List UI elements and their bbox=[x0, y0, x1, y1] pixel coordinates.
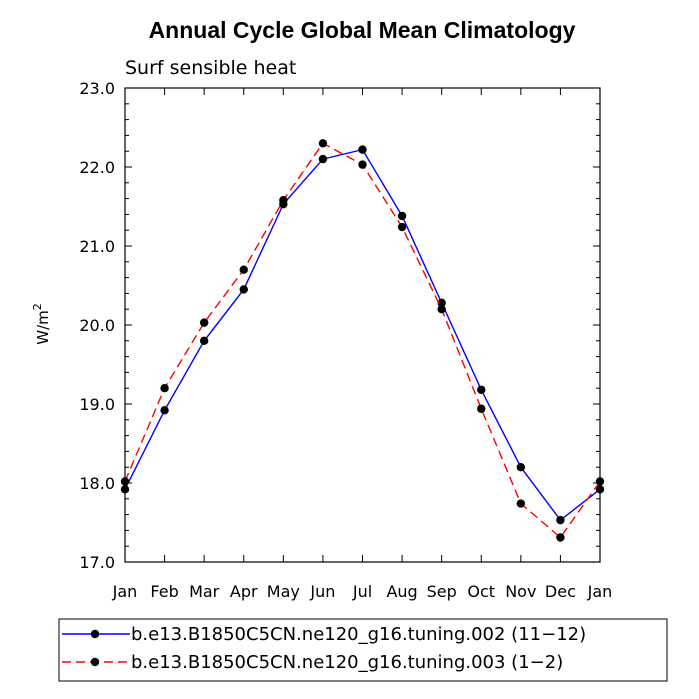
y-tick-label: 20.0 bbox=[79, 316, 115, 335]
data-point bbox=[477, 385, 486, 394]
x-tick-label: Feb bbox=[150, 582, 178, 601]
data-point bbox=[120, 485, 130, 494]
data-point bbox=[199, 336, 209, 345]
x-tick-label: Sep bbox=[427, 582, 457, 601]
data-point bbox=[120, 477, 130, 486]
chart-title: Annual Cycle Global Mean Climatology bbox=[149, 17, 576, 43]
x-tick-label: Apr bbox=[230, 582, 258, 601]
legend-box bbox=[58, 618, 668, 682]
legend-label-2: b.e13.B1850C5CN.ne120_g16.tuning.003 (1−… bbox=[131, 652, 563, 673]
data-point bbox=[516, 499, 526, 508]
x-tick-label: Mar bbox=[189, 582, 220, 601]
chart-subtitle: Surf sensible heat bbox=[125, 57, 296, 79]
legend-marker bbox=[90, 629, 100, 639]
y-tick-label: 21.0 bbox=[79, 237, 115, 256]
data-point bbox=[358, 145, 367, 154]
x-tick-label: Jun bbox=[309, 582, 335, 601]
data-point bbox=[397, 222, 407, 232]
axes: 17.0 18.0 19.0 20.0 21.0 22.0 23.0 Jan Feb Mar Apr… bbox=[79, 79, 612, 601]
data-point bbox=[239, 285, 248, 294]
y-axis-label-group: W/m2 bbox=[31, 303, 52, 345]
y-axis-label-text: W/m bbox=[34, 310, 52, 345]
x-tick-label: May bbox=[267, 582, 300, 601]
plot-area bbox=[120, 139, 605, 542]
x-tick-label: Oct bbox=[467, 582, 495, 601]
data-point bbox=[318, 139, 328, 148]
data-point bbox=[397, 211, 407, 221]
y-tick-label: 23.0 bbox=[79, 79, 115, 98]
x-tick-label: Dec bbox=[545, 582, 576, 601]
x-tick-label: Nov bbox=[505, 582, 536, 601]
data-point bbox=[595, 477, 605, 486]
y-axis-label-superscript: 2 bbox=[31, 303, 44, 310]
plot-frame bbox=[124, 87, 601, 563]
y-axis-label: W/m2 bbox=[31, 303, 52, 345]
x-tick-label: Jan bbox=[587, 582, 613, 601]
data-point bbox=[160, 406, 169, 415]
data-point bbox=[556, 515, 565, 525]
x-tick-label: Jul bbox=[352, 582, 372, 601]
data-point bbox=[239, 265, 248, 274]
y-tick-label: 17.0 bbox=[79, 553, 115, 572]
legend: b.e13.B1850C5CN.ne120_g16.tuning.002 (11… bbox=[58, 618, 668, 682]
y-tick-label: 22.0 bbox=[79, 158, 115, 177]
data-point bbox=[595, 485, 605, 494]
x-tick-label: Aug bbox=[386, 582, 417, 601]
data-point bbox=[477, 404, 486, 413]
data-point bbox=[358, 160, 367, 169]
x-tick-label: Jan bbox=[112, 582, 138, 601]
data-point bbox=[160, 384, 169, 393]
data-point bbox=[437, 298, 446, 308]
data-point bbox=[279, 195, 288, 205]
series-line-1 bbox=[124, 148, 601, 522]
data-point bbox=[437, 305, 446, 314]
legend-marker bbox=[90, 657, 100, 667]
data-point bbox=[199, 318, 209, 327]
data-point bbox=[318, 154, 328, 164]
y-tick-label: 18.0 bbox=[79, 474, 115, 493]
legend-label-1: b.e13.B1850C5CN.ne120_g16.tuning.002 (11… bbox=[131, 624, 586, 645]
y-tick-label: 19.0 bbox=[79, 395, 115, 414]
data-point bbox=[556, 533, 565, 542]
data-point bbox=[516, 463, 526, 472]
